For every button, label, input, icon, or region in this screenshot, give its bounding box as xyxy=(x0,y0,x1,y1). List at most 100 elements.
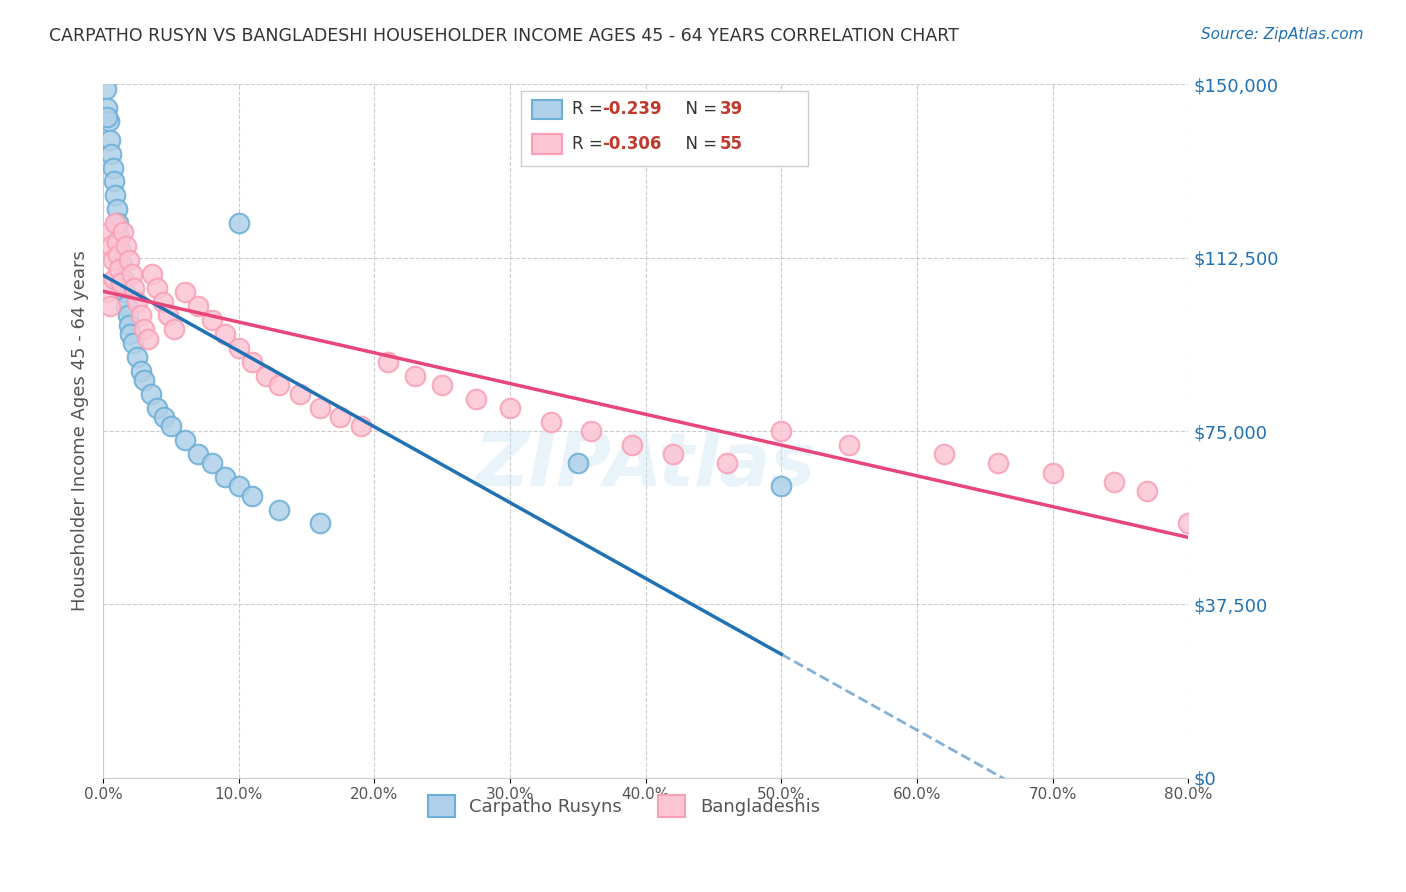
Point xyxy=(309,516,332,531)
Point xyxy=(118,253,141,268)
Point xyxy=(254,368,277,383)
Point xyxy=(104,188,127,202)
Point xyxy=(350,419,373,434)
Point xyxy=(98,133,121,147)
Text: N =: N = xyxy=(675,135,723,153)
Legend: Carpatho Rusyns, Bangladeshis: Carpatho Rusyns, Bangladeshis xyxy=(420,788,827,824)
Point xyxy=(716,456,738,470)
Text: 39: 39 xyxy=(720,101,742,119)
Point xyxy=(132,322,155,336)
Point xyxy=(288,387,311,401)
Text: -0.306: -0.306 xyxy=(602,135,662,153)
Text: 55: 55 xyxy=(720,135,742,153)
Point xyxy=(540,415,562,429)
Point xyxy=(214,470,236,484)
Y-axis label: Householder Income Ages 45 - 64 years: Householder Income Ages 45 - 64 years xyxy=(72,251,89,611)
Point xyxy=(432,377,454,392)
Point xyxy=(112,225,135,239)
Point xyxy=(112,271,135,285)
Point xyxy=(96,285,118,300)
Point xyxy=(115,299,138,313)
Point xyxy=(141,267,163,281)
Text: ZIPAtlas: ZIPAtlas xyxy=(475,429,817,502)
Point xyxy=(377,354,399,368)
Point xyxy=(96,101,118,115)
Point xyxy=(201,456,224,470)
Point xyxy=(111,258,134,272)
Point xyxy=(187,447,209,461)
Point xyxy=(240,354,263,368)
Point xyxy=(581,424,603,438)
Point xyxy=(1177,516,1199,531)
Point xyxy=(110,276,132,290)
Point xyxy=(269,377,291,392)
Point xyxy=(465,392,488,406)
Point xyxy=(139,387,162,401)
Text: N =: N = xyxy=(675,101,723,119)
Point xyxy=(404,368,426,383)
Point xyxy=(499,401,522,415)
Point xyxy=(98,299,121,313)
Point xyxy=(107,216,129,230)
Point xyxy=(94,82,117,96)
Point xyxy=(173,434,195,448)
Point xyxy=(621,438,644,452)
Point xyxy=(1136,484,1159,499)
FancyBboxPatch shape xyxy=(520,91,808,166)
FancyBboxPatch shape xyxy=(531,100,562,120)
Point xyxy=(146,281,169,295)
Point xyxy=(124,281,146,295)
Point xyxy=(329,410,352,425)
Point xyxy=(100,239,122,253)
Point xyxy=(770,424,793,438)
Point xyxy=(103,174,125,188)
Point xyxy=(114,285,136,300)
Text: R =: R = xyxy=(572,101,607,119)
Text: R =: R = xyxy=(572,135,607,153)
Point xyxy=(117,309,139,323)
Point xyxy=(770,479,793,493)
Point xyxy=(153,410,176,425)
Point xyxy=(838,438,860,452)
Point xyxy=(101,161,124,175)
Point xyxy=(108,262,131,277)
Point xyxy=(122,336,145,351)
Point xyxy=(309,401,332,415)
Point xyxy=(107,248,129,262)
Point xyxy=(97,225,120,239)
Point xyxy=(269,502,291,516)
Point xyxy=(108,230,131,244)
Point xyxy=(103,271,125,285)
Point xyxy=(1102,475,1125,489)
Point xyxy=(129,364,152,378)
Point xyxy=(932,447,955,461)
Point xyxy=(160,419,183,434)
Point xyxy=(125,350,148,364)
Point xyxy=(96,110,118,124)
FancyBboxPatch shape xyxy=(531,135,562,153)
Point xyxy=(187,299,209,313)
Text: CARPATHO RUSYN VS BANGLADESHI HOUSEHOLDER INCOME AGES 45 - 64 YEARS CORRELATION : CARPATHO RUSYN VS BANGLADESHI HOUSEHOLDE… xyxy=(49,27,959,45)
Point xyxy=(110,244,132,258)
Point xyxy=(104,216,127,230)
Point xyxy=(987,456,1010,470)
Point xyxy=(97,114,120,128)
Point xyxy=(163,322,186,336)
Point xyxy=(228,479,250,493)
Point xyxy=(125,294,148,309)
Point xyxy=(228,341,250,355)
Point xyxy=(228,216,250,230)
Point xyxy=(118,318,141,332)
Point xyxy=(1042,466,1064,480)
Point xyxy=(120,326,142,341)
Point xyxy=(136,332,159,346)
Point xyxy=(115,239,138,253)
Point xyxy=(100,146,122,161)
Point xyxy=(146,401,169,415)
Text: Source: ZipAtlas.com: Source: ZipAtlas.com xyxy=(1201,27,1364,42)
Point xyxy=(152,294,174,309)
Point xyxy=(201,313,224,327)
Text: -0.239: -0.239 xyxy=(602,101,662,119)
Point xyxy=(214,326,236,341)
Point xyxy=(121,267,143,281)
